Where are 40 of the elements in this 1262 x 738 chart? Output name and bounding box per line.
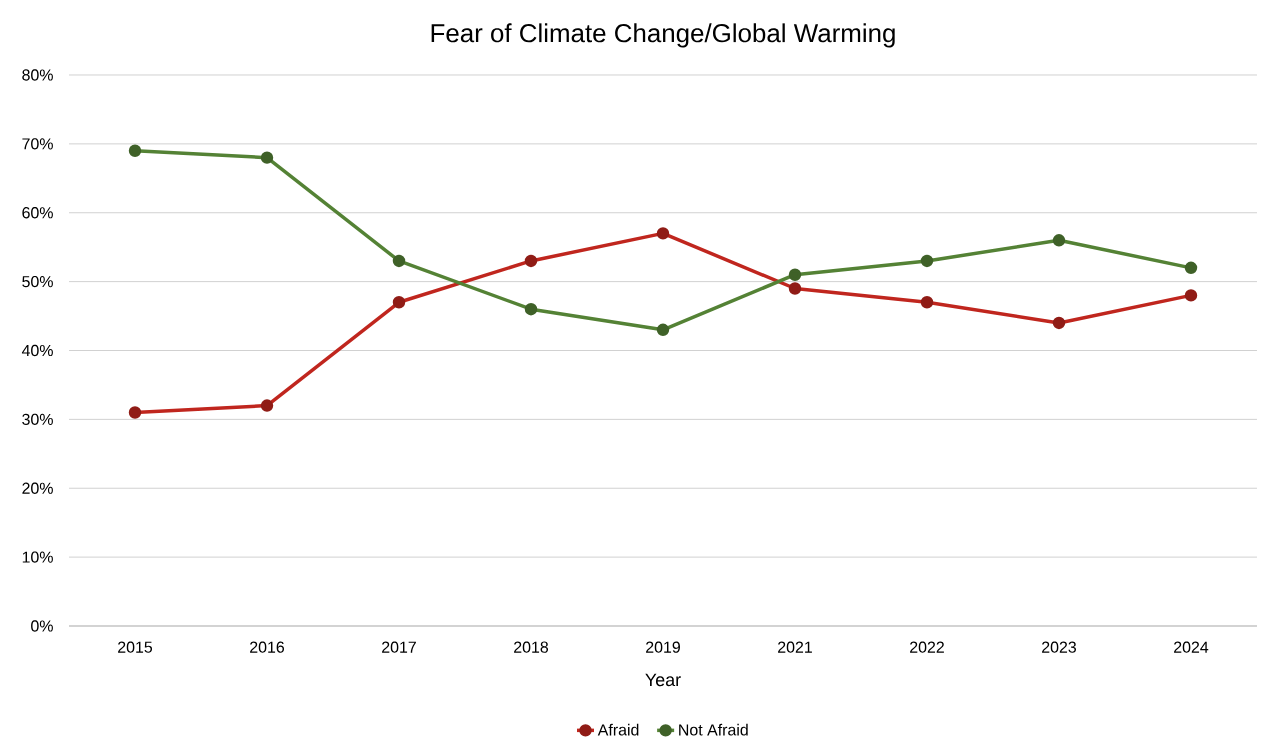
point <box>1184 289 1198 302</box>
y-tick-label: 60% <box>22 207 53 219</box>
point <box>524 302 538 316</box>
point <box>1052 234 1066 247</box>
x-tick-label: 2024 <box>1174 641 1209 653</box>
point <box>260 399 274 412</box>
y-tick-label: 10% <box>22 551 53 563</box>
point <box>788 268 802 281</box>
x-tick-label: 2019 <box>646 641 680 653</box>
legend-label: Afraid <box>597 723 639 736</box>
point <box>1052 316 1066 330</box>
y-tick-label: 50% <box>22 275 53 288</box>
y-tick-label: 0% <box>31 620 53 632</box>
y-tick-label: 80% <box>22 69 53 81</box>
y-tick-label: 70% <box>22 138 53 150</box>
point <box>788 282 802 295</box>
x-tick-label: 2018 <box>514 641 549 653</box>
x-tick-label: 2016 <box>250 641 285 653</box>
point <box>128 144 142 157</box>
point <box>1184 261 1198 275</box>
point <box>260 151 274 164</box>
point <box>128 406 142 419</box>
point <box>920 296 934 309</box>
point <box>392 254 406 268</box>
point <box>392 296 406 309</box>
x-tick-label: 2021 <box>778 641 812 653</box>
x-axis-title: Year <box>645 673 681 687</box>
x-tick-label: 2023 <box>1042 641 1077 653</box>
y-tick-label: 40% <box>21 344 53 357</box>
y-tick-label: 30% <box>22 413 53 426</box>
y-tick-label: 20% <box>22 482 53 494</box>
point <box>656 323 670 337</box>
point <box>656 227 670 240</box>
legend-label: Not Afraid <box>679 723 748 736</box>
point <box>920 254 934 268</box>
x-tick-label: 2022 <box>910 641 944 653</box>
point <box>524 254 538 268</box>
x-tick-label: 2017 <box>382 641 416 653</box>
chart-title: Fear of Climate Change/Global Warming <box>431 23 895 48</box>
x-tick-label: 2015 <box>118 641 153 653</box>
